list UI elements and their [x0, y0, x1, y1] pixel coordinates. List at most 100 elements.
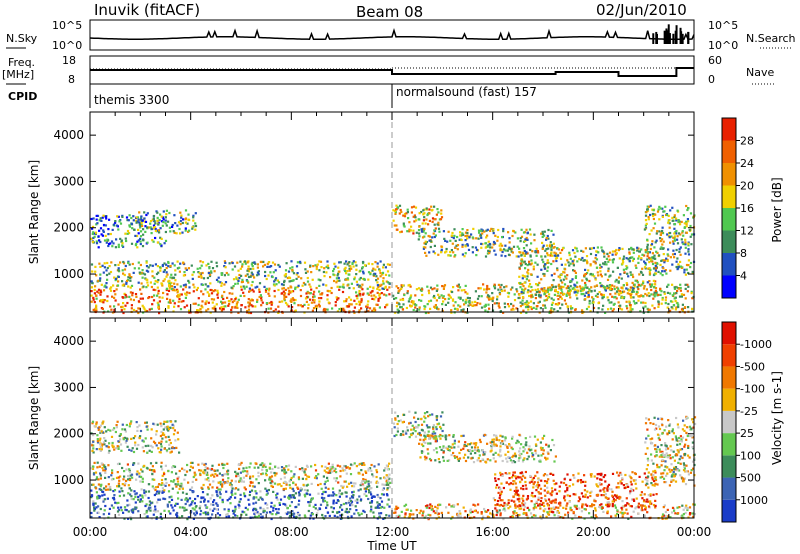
velocity-cell	[191, 507, 194, 510]
velocity-cell	[137, 498, 140, 501]
power-cell	[168, 283, 171, 287]
velocity-cell	[277, 511, 280, 515]
velocity-cell	[307, 475, 311, 478]
power-cell	[93, 292, 96, 295]
power-cell	[545, 237, 548, 240]
power-cell	[117, 275, 120, 278]
power-x-ticks	[89, 112, 695, 312]
power-cell	[480, 295, 483, 298]
velocity-cell	[194, 497, 197, 501]
power-cell	[536, 263, 539, 266]
velocity-cell	[270, 505, 273, 508]
velocity-cell	[181, 487, 184, 490]
power-cell	[159, 243, 162, 246]
velocity-cell	[320, 487, 323, 490]
power-cell	[642, 311, 645, 314]
power-cell	[683, 268, 686, 271]
power-cell	[322, 283, 325, 286]
velocity-cell	[103, 437, 106, 440]
power-cell	[571, 307, 574, 310]
velocity-cell	[234, 487, 238, 490]
power-cell	[114, 220, 117, 223]
velocity-cell	[219, 496, 222, 499]
power-cell	[98, 239, 101, 242]
power-cell	[678, 248, 681, 251]
power-cell	[537, 251, 540, 254]
velocity-cell	[299, 487, 303, 490]
power-cell	[420, 299, 423, 302]
velocity-cell	[227, 469, 230, 472]
velocity-cell	[215, 490, 218, 493]
velocity-cell	[163, 420, 166, 423]
velocity-cell	[290, 476, 293, 480]
velocity-cell	[283, 470, 286, 473]
power-cell	[614, 295, 617, 299]
power-cell	[550, 248, 553, 251]
power-cell	[139, 263, 142, 267]
velocity-cell	[342, 502, 345, 506]
power-cell	[428, 292, 431, 295]
power-cell	[545, 294, 548, 298]
power-cell	[655, 232, 658, 235]
velocity-cell	[260, 473, 263, 476]
power-cell	[320, 297, 323, 300]
power-cell	[165, 209, 168, 212]
power-cell	[594, 294, 598, 297]
power-cell	[628, 292, 631, 295]
velocity-cell	[264, 465, 267, 468]
velocity-cell	[283, 476, 286, 479]
power-cell	[534, 261, 537, 264]
velocity-cell	[197, 463, 200, 466]
power-cell	[90, 263, 94, 266]
power-cell	[587, 293, 590, 297]
power-cell	[182, 288, 185, 291]
velocity-cell	[241, 510, 244, 513]
power-cell	[209, 311, 212, 314]
power-cell	[679, 233, 682, 236]
power-cell	[562, 270, 565, 273]
power-cell	[425, 241, 428, 244]
power-cell	[122, 262, 126, 265]
velocity-cell	[410, 433, 413, 437]
power-colorbar-tick-label: 20	[740, 180, 754, 193]
power-cell	[587, 291, 590, 294]
power-cell	[678, 250, 681, 253]
velocity-cell	[128, 448, 131, 451]
power-cell	[553, 251, 556, 254]
power-cell	[508, 241, 511, 244]
power-cell	[638, 250, 641, 253]
velocity-cell	[93, 461, 96, 464]
velocity-cell	[95, 491, 98, 494]
velocity-cell	[312, 505, 315, 508]
power-cell	[436, 307, 439, 310]
power-cell	[178, 294, 181, 297]
velocity-cell	[266, 492, 269, 495]
power-cell	[238, 277, 241, 280]
power-cell	[652, 297, 655, 300]
velocity-cell	[515, 441, 518, 445]
power-cell	[304, 297, 308, 300]
power-cell	[560, 263, 563, 266]
power-cell	[680, 293, 683, 296]
power-colorbar-swatch	[722, 163, 736, 186]
power-cell	[574, 246, 577, 249]
power-cell	[320, 266, 323, 269]
velocity-cell	[476, 459, 479, 462]
power-cell	[666, 306, 669, 309]
velocity-cell	[376, 506, 379, 509]
velocity-cell	[162, 497, 165, 500]
velocity-cell	[290, 501, 293, 504]
velocity-cell	[250, 489, 254, 492]
velocity-cell	[108, 442, 111, 445]
power-cell	[267, 307, 270, 310]
power-cell	[486, 252, 489, 255]
power-cell	[565, 287, 568, 290]
power-cell	[239, 294, 242, 297]
power-cell	[241, 278, 244, 281]
power-cell	[689, 266, 692, 269]
power-cell	[121, 244, 124, 247]
velocity-cell	[176, 480, 180, 483]
velocity-cell	[187, 516, 190, 519]
velocity-cell	[148, 503, 151, 506]
power-cell	[671, 219, 674, 222]
